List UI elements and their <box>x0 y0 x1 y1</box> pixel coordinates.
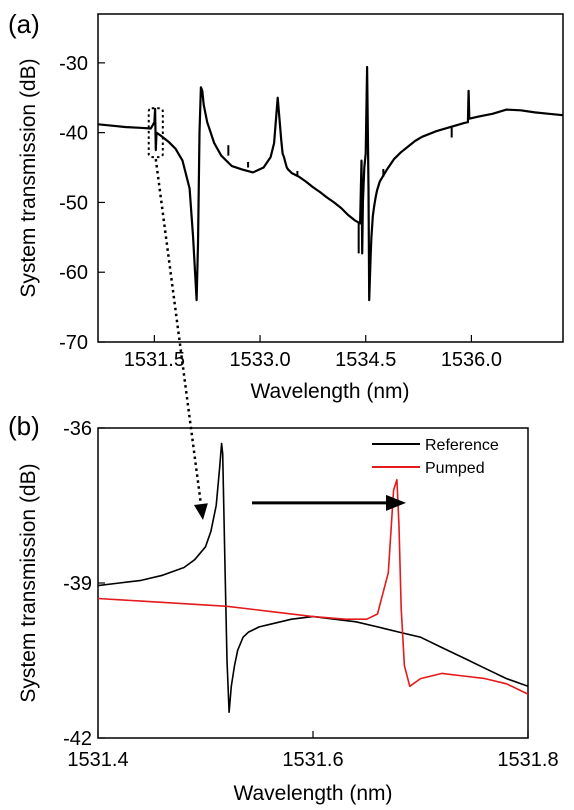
panel-a-y-axis-title: System transmission (dB) <box>17 58 40 297</box>
panel-a-transmission-line <box>97 65 564 302</box>
panel-a-x-tick-label: 1533.0 <box>229 349 290 371</box>
panel-b-chart: -42 -39 -36 1531.4 1531.6 1531.8 Reference P… <box>17 418 559 805</box>
panel-b-y-tick-label: -42 <box>63 728 92 750</box>
panel-b-x-tick-label: 1531.8 <box>497 749 558 771</box>
panel-b-x-tick-label: 1531.6 <box>282 749 343 771</box>
legend: Reference Pumped <box>372 437 499 477</box>
panel-b-x-axis-title: Wavelength (nm) <box>233 782 392 805</box>
panel-b-y-tick-label: -39 <box>63 573 92 595</box>
panel-a-plot-frame <box>97 13 564 343</box>
legend-label-pumped: Pumped <box>425 460 485 477</box>
panel-a-x-tick-label: 1531.5 <box>124 349 185 371</box>
zoom-region-box <box>147 107 164 159</box>
zoom-connector-line <box>154 158 203 505</box>
panel-b-y-tick-label: -36 <box>63 418 92 440</box>
panel-a-label: (a) <box>8 9 40 39</box>
panel-a-x-tick-label: 1534.5 <box>335 349 396 371</box>
panel-a-y-tick-label: -70 <box>59 332 88 354</box>
panel-b-x-tick-label: 1531.4 <box>67 749 128 771</box>
legend-label-reference: Reference <box>425 437 499 454</box>
pumped-series-line <box>97 478 529 695</box>
panel-a-x-tick-label: 1536.0 <box>441 349 502 371</box>
panel-a-y-tick-label: -30 <box>59 53 88 75</box>
zoom-connector-arrowhead <box>193 503 208 520</box>
shift-arrowhead <box>386 494 406 511</box>
panel-a-x-axis-title: Wavelength (nm) <box>250 380 409 403</box>
panel-a-y-tick-label: -40 <box>59 123 88 145</box>
panel-a-y-tick-label: -50 <box>59 192 88 214</box>
panel-a-y-tick-label: -60 <box>59 262 88 284</box>
panel-a-chart: -70 -60 -50 -40 -30 1531.5 1533.0 1534.5 1536.0… <box>17 13 564 403</box>
panel-b-y-axis-title: System transmission (dB) <box>17 463 40 702</box>
reference-series-line <box>97 442 529 713</box>
panel-b-label: (b) <box>8 411 40 441</box>
